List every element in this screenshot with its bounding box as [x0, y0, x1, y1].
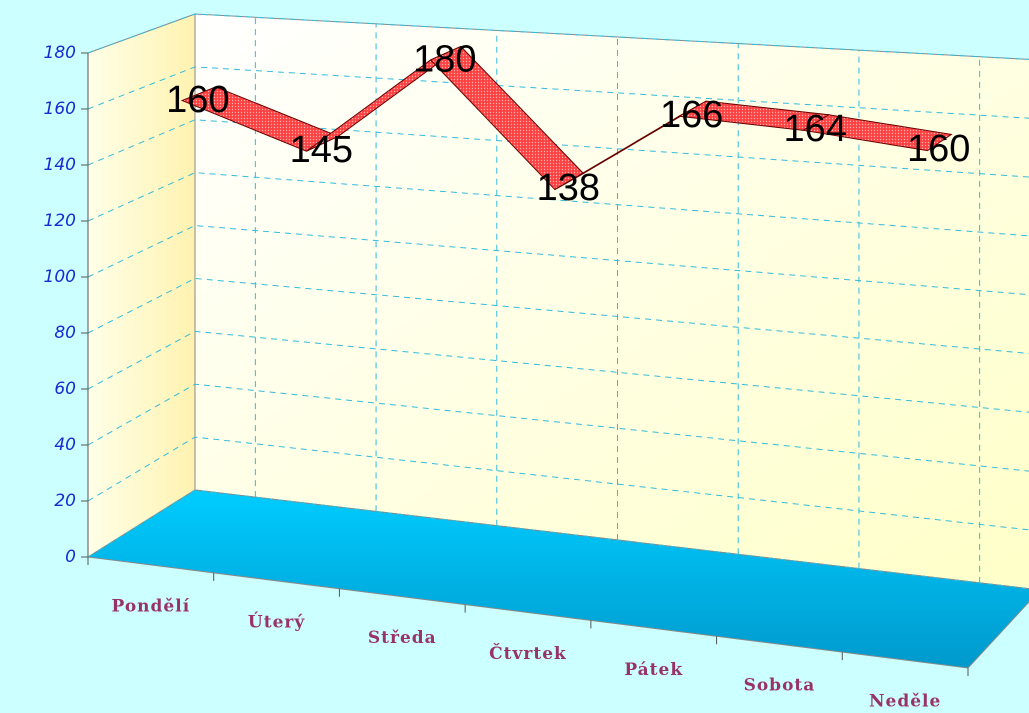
grid-line — [87, 277, 1029, 354]
grid-line — [87, 119, 1029, 178]
x-tick-label: Sobota — [744, 676, 816, 696]
x-tick-label: Pondělí — [112, 596, 191, 616]
x-tick-label: Čtvrtek — [489, 643, 567, 664]
x-tick-label: Pátek — [624, 660, 683, 680]
data-label: 145 — [290, 129, 353, 171]
grid-line — [87, 66, 1029, 119]
data-label: 160 — [166, 79, 229, 121]
data-label: 166 — [660, 94, 723, 136]
data-label: 160 — [907, 128, 970, 170]
x-tick-label: Středa — [368, 628, 437, 648]
y-tick-label: 60 — [54, 379, 76, 399]
ribbon-segment — [801, 114, 953, 152]
y-tick-label: 80 — [54, 323, 76, 343]
data-label: 180 — [413, 39, 476, 81]
grid-line — [87, 383, 1029, 472]
y-tick-label: 40 — [54, 435, 76, 455]
y-tick-label: 20 — [54, 491, 76, 511]
y-tick-label: 140 — [44, 155, 76, 175]
floor — [86, 489, 1029, 669]
y-tick-label: 100 — [44, 267, 76, 287]
data-label: 164 — [784, 108, 847, 150]
grid-line — [87, 489, 1029, 590]
y-tick-label: 180 — [44, 43, 76, 63]
data-label: 138 — [537, 167, 600, 209]
x-tick-label: Úterý — [248, 611, 305, 632]
grid-line — [87, 225, 1029, 296]
x-tick-label: Neděle — [869, 692, 941, 712]
y-tick-label: 0 — [65, 547, 76, 567]
grid-line — [87, 330, 1029, 413]
grid-line — [87, 13, 1029, 60]
grid-line — [87, 436, 1029, 531]
back-wall — [194, 13, 1029, 590]
y-tick-label: 120 — [44, 211, 76, 231]
y-tick-label: 160 — [44, 99, 76, 119]
grid-line — [87, 172, 1029, 237]
